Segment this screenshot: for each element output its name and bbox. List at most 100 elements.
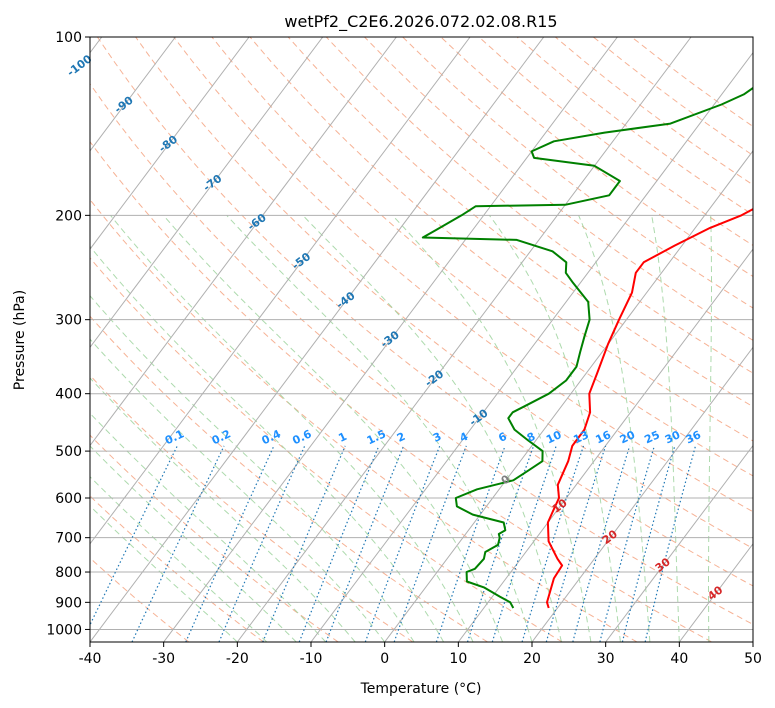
- moist-adiabat-line: [90, 445, 297, 642]
- x-axis-ticks: -40 -30 -20 -10 0 10 20 30 40 50: [79, 642, 762, 667]
- dry-adiabat-line: [440, 37, 753, 278]
- mixing-ratio-label: 0.2: [210, 427, 233, 447]
- y-tick-label: 600: [55, 491, 82, 507]
- chart-title: wetPf2_C2E6.2026.072.02.08.R15: [284, 12, 557, 32]
- dry-adiabat-line: [96, 37, 753, 587]
- mixing-ratio-label: 16: [594, 428, 614, 446]
- y-tick-label: 400: [55, 387, 82, 403]
- mixing-ratio-label: 25: [642, 428, 661, 446]
- isotherm-line: [384, 150, 753, 642]
- dry-adiabat-line: [402, 37, 753, 309]
- mixing-ratio-line: [90, 445, 178, 627]
- isotherm-label: -60: [245, 211, 269, 234]
- mixing-ratio-line: [435, 445, 506, 642]
- mixing-ratio-line: [521, 445, 585, 642]
- mixing-ratio-label: 10: [544, 428, 564, 446]
- y-tick-label: 700: [55, 531, 82, 547]
- y-tick-label: 200: [55, 208, 82, 224]
- x-tick-label: -30: [152, 651, 175, 667]
- mixing-ratio-line: [393, 445, 467, 642]
- x-tick-label: 30: [597, 651, 615, 667]
- moist-adiabat-line: [708, 215, 712, 642]
- plot-grid: [90, 37, 753, 642]
- x-tick-label: 0: [380, 651, 389, 667]
- dry-adiabat-line: [478, 37, 753, 246]
- moist-adiabat-line: [90, 245, 445, 642]
- mixing-ratio-line: [644, 445, 697, 642]
- x-tick-label: 50: [744, 651, 762, 667]
- dry-adiabat-line: [90, 374, 414, 642]
- moist-adiabat-line: [90, 377, 356, 642]
- dry-adiabat-line: [554, 37, 753, 186]
- moist-adiabat-line: [110, 214, 474, 642]
- moist-adiabat-line: [90, 505, 238, 642]
- x-tick-label: -40: [79, 651, 102, 667]
- mixing-ratio-label: 30: [663, 428, 683, 446]
- x-tick-label: 10: [449, 651, 467, 667]
- isotherm-line: [90, 37, 397, 447]
- isotherm-line: [90, 37, 471, 545]
- isotherm-line: [678, 542, 753, 642]
- y-tick-label: 800: [55, 565, 82, 581]
- mixing-ratio-label: 1: [336, 430, 348, 445]
- isotherm-label: -40: [334, 289, 358, 312]
- y-tick-label: 900: [55, 595, 82, 611]
- mixing-ratio-line: [325, 445, 405, 642]
- x-axis-label: Temperature (°C): [360, 681, 482, 697]
- mixing-ratio-label: 0.6: [290, 427, 313, 447]
- isotherm-line: [90, 37, 250, 250]
- isotherm-line: [90, 37, 545, 642]
- isotherm-label: -80: [156, 133, 180, 156]
- mixing-ratio-label: 20: [618, 428, 638, 446]
- isotherm-label: -20: [422, 367, 446, 390]
- isotherm-label: -90: [112, 93, 136, 116]
- dry-adiabat-line: [211, 37, 753, 477]
- isotherm-line: [90, 37, 176, 152]
- dry-adiabat-line: [249, 37, 753, 442]
- isotherm-label: -10: [467, 406, 491, 429]
- isotherm-label: 20: [600, 527, 620, 547]
- mixing-ratio-label: 36: [684, 428, 704, 446]
- dry-adiabat-line: [173, 37, 753, 513]
- x-tick-label: 40: [670, 651, 688, 667]
- plot-frame: [89, 36, 754, 643]
- moist-adiabat-line: [578, 215, 651, 642]
- mixing-ratio-line: [466, 445, 535, 642]
- dry-adiabat-line: [364, 37, 753, 341]
- mixing-ratio-line: [131, 445, 225, 642]
- isotherm-line: [531, 346, 753, 642]
- mixing-ratio-line: [545, 445, 607, 642]
- mixing-ratio-line: [621, 445, 676, 642]
- mixing-ratio-line: [185, 445, 275, 642]
- x-tick-label: 20: [523, 651, 541, 667]
- y-tick-label: 100: [55, 30, 82, 46]
- moist-adiabat-line: [392, 214, 592, 642]
- mixing-ratio-label: 8: [525, 430, 537, 445]
- y-tick-label: 1000: [46, 622, 82, 638]
- isotherm-label: -50: [289, 250, 313, 273]
- mixing-ratio-line: [572, 445, 631, 642]
- mixing-ratio-line: [599, 445, 655, 642]
- mixing-ratio-line: [491, 445, 557, 642]
- x-tick-label: -10: [300, 651, 323, 667]
- temperature-profile-line: [546, 207, 753, 609]
- mixing-ratio-line: [364, 445, 441, 642]
- moist-adiabat-line: [651, 215, 680, 642]
- mixing-ratio-label: 6: [496, 430, 509, 445]
- mixing-ratio-label: 0.1: [163, 427, 186, 447]
- dewpoint-profile-line: [421, 86, 753, 609]
- mixing-ratio-label: 13: [571, 428, 590, 446]
- moist-adiabat-line: [163, 214, 503, 642]
- isotherm-line: [236, 37, 692, 642]
- dry-adiabat-line: [90, 83, 753, 625]
- isotherm-line: [90, 37, 324, 349]
- moist-adiabat-line: [90, 338, 386, 642]
- y-axis-label: Pressure (hPa): [12, 290, 28, 390]
- moist-adiabat-line: [226, 214, 533, 642]
- isotherm-line: [163, 37, 618, 642]
- moist-adiabat-line: [90, 412, 327, 642]
- y-tick-label: 500: [55, 444, 82, 460]
- dry-adiabat-line: [90, 198, 638, 642]
- x-tick-label: -20: [226, 651, 249, 667]
